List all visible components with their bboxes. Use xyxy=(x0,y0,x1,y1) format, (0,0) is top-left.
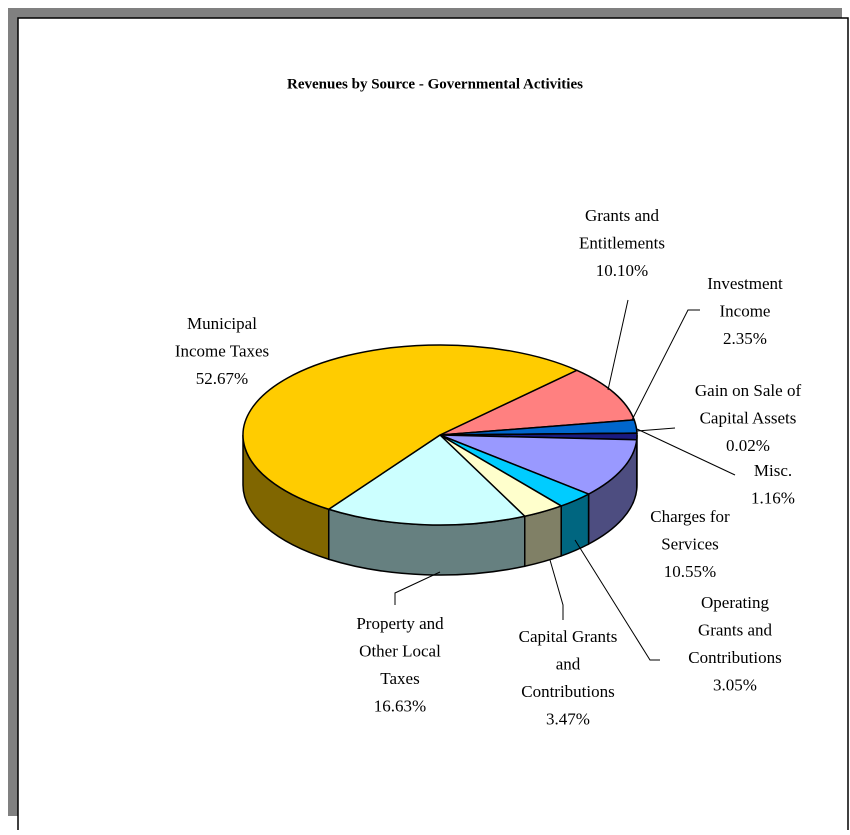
slice-value-label: 0.02% xyxy=(726,436,770,455)
slice-label: Misc. xyxy=(754,461,792,480)
slice-label: Capital Assets xyxy=(700,408,797,427)
slice-label: Grants and xyxy=(698,620,773,639)
slice-label: Municipal xyxy=(187,314,257,333)
slice-label: Contributions xyxy=(521,682,615,701)
slice-value-label: 1.16% xyxy=(751,488,795,507)
slice-label: Income xyxy=(720,301,771,320)
slice-value-label: 3.47% xyxy=(546,709,590,728)
slice-label: Taxes xyxy=(380,669,419,688)
slice-value-label: 52.67% xyxy=(196,369,248,388)
slice-value-label: 3.05% xyxy=(713,675,757,694)
slice-label: and xyxy=(556,654,581,673)
chart-title: Revenues by Source - Governmental Activi… xyxy=(287,76,583,92)
slice-value-label: 2.35% xyxy=(723,329,767,348)
slice-label: Property and xyxy=(356,614,444,633)
slice-label: Grants and xyxy=(585,206,660,225)
slice-label: Operating xyxy=(701,593,769,612)
slice-label: Entitlements xyxy=(579,233,665,252)
slice-value-label: 10.10% xyxy=(596,261,648,280)
slice-label: Contributions xyxy=(688,648,782,667)
slice-label: Other Local xyxy=(359,641,441,660)
slice-value-label: 16.63% xyxy=(374,696,426,715)
slice-label: Gain on Sale of xyxy=(695,381,802,400)
slice-label: Services xyxy=(661,534,719,553)
slice-value-label: 10.55% xyxy=(664,562,716,581)
slice-label: Capital Grants xyxy=(519,627,618,646)
slice-label: Investment xyxy=(707,274,783,293)
slice-label: Charges for xyxy=(650,507,730,526)
slice-label: Income Taxes xyxy=(175,341,269,360)
